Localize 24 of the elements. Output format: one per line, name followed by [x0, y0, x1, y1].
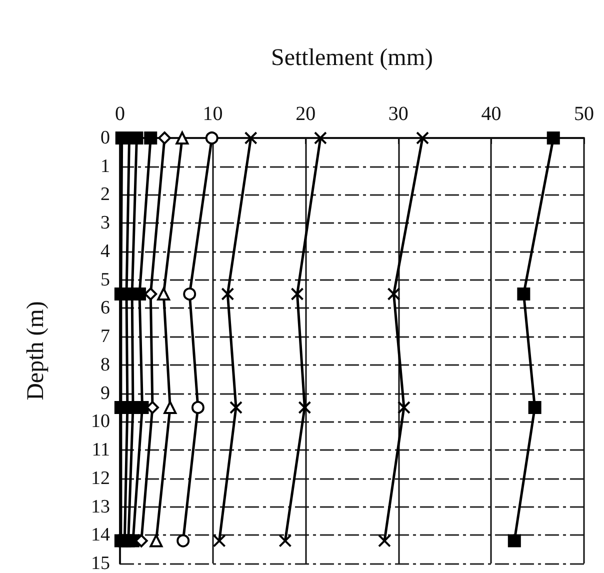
y-tick-label: 1	[100, 156, 110, 177]
y-tick-label: 4	[100, 240, 110, 262]
y-tick-label: 8	[100, 354, 110, 376]
y-axis-title: Depth (m)	[23, 301, 49, 400]
x-tick-label: 0	[115, 103, 125, 125]
y-tick-label: 9	[100, 382, 110, 404]
x-tick-label: 50	[574, 103, 594, 125]
y-tick-label: 15	[91, 553, 110, 573]
y-tick-label: 12	[91, 468, 110, 489]
y-tick-label: 10	[91, 411, 110, 432]
x-tick-label: 10	[202, 103, 223, 125]
y-tick-label: 6	[100, 298, 110, 319]
x-axis-title: Settlement (mm)	[271, 45, 433, 71]
x-tick-label: 30	[388, 103, 408, 125]
x-tick-label: 40	[481, 103, 502, 125]
x-tick-label: 20	[296, 103, 316, 125]
y-tick-label: 3	[100, 212, 110, 234]
y-tick-label: 14	[91, 524, 110, 546]
y-tick-label: 7	[100, 326, 110, 348]
y-tick-label: 2	[100, 184, 110, 206]
y-tick-label: 11	[92, 440, 110, 461]
y-tick-label: 0	[100, 128, 110, 148]
y-tick-label: 13	[91, 496, 110, 518]
y-tick-label: 5	[100, 269, 110, 290]
